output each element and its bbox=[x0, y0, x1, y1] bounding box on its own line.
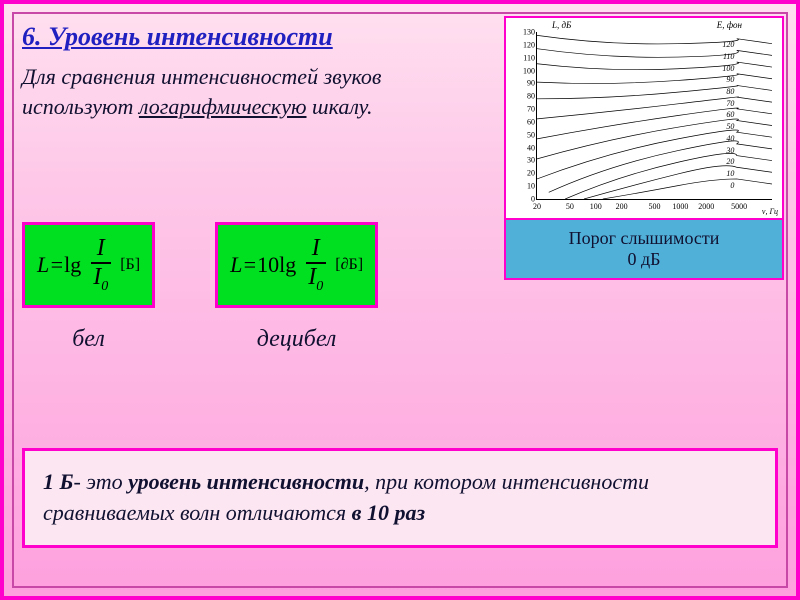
threshold-line1: Порог слышимости bbox=[518, 228, 770, 249]
intro-text: Для сравнения интенсивностей звуков испо… bbox=[22, 62, 492, 121]
curve-label: 90 bbox=[726, 75, 734, 84]
db-lhs: L= bbox=[230, 252, 257, 278]
bel-formula: L= lg I I0 [Б] bbox=[22, 222, 155, 308]
content-area: 6. Уровень интенсивности Для сравнения и… bbox=[22, 22, 778, 578]
curve-label: 20 bbox=[726, 157, 734, 166]
def-b2: уровень интенсивности bbox=[128, 469, 364, 494]
def-t1: - это bbox=[73, 469, 128, 494]
curve-label: 0 bbox=[730, 181, 734, 190]
y-tick: 80 bbox=[515, 92, 535, 101]
chart-plot-area: 1301201101009080706050403020100205010020… bbox=[536, 32, 772, 200]
x-tick: 50 bbox=[566, 202, 574, 211]
db-coef: 10 bbox=[257, 252, 279, 278]
db-label: децибел bbox=[257, 326, 337, 353]
y-tick: 20 bbox=[515, 169, 535, 178]
threshold-caption: Порог слышимости 0 дБ bbox=[506, 218, 782, 278]
curve-label: 10 bbox=[726, 169, 734, 178]
intro-part2: шкалу. bbox=[307, 94, 373, 119]
x-tick: 500 bbox=[649, 202, 661, 211]
y-tick: 70 bbox=[515, 105, 535, 114]
curve-label: 50 bbox=[726, 122, 734, 131]
x-tick: 100 bbox=[590, 202, 602, 211]
curve-label: 110 bbox=[723, 52, 734, 61]
bel-fraction: I I0 bbox=[87, 235, 114, 295]
db-num: I bbox=[306, 235, 326, 264]
bel-unit: [Б] bbox=[120, 256, 140, 274]
def-b1: 1 Б bbox=[43, 469, 73, 494]
loudness-chart: L, дБ E, фон 130120110100908070605040302… bbox=[506, 18, 782, 218]
bel-den: I0 bbox=[87, 264, 114, 295]
y-tick: 30 bbox=[515, 156, 535, 165]
y-tick: 40 bbox=[515, 143, 535, 152]
x-tick: 200 bbox=[616, 202, 628, 211]
db-den: I0 bbox=[302, 264, 329, 295]
slide-frame: 6. Уровень интенсивности Для сравнения и… bbox=[0, 0, 800, 600]
curve-label: 120 bbox=[722, 40, 734, 49]
db-formula: L= 10 lg I I0 [∂Б] bbox=[215, 222, 378, 308]
db-unit: [∂Б] bbox=[335, 256, 363, 274]
bel-op: lg bbox=[64, 252, 81, 278]
y-tick: 100 bbox=[515, 66, 535, 75]
y-tick: 10 bbox=[515, 182, 535, 191]
db-op: lg bbox=[279, 252, 296, 278]
curve-label: 100 bbox=[722, 64, 734, 73]
bel-num: I bbox=[91, 235, 111, 264]
y-tick: 130 bbox=[515, 28, 535, 37]
curve-label: 80 bbox=[726, 87, 734, 96]
loudness-chart-container: L, дБ E, фон 130120110100908070605040302… bbox=[504, 16, 784, 280]
y-tick: 0 bbox=[515, 195, 535, 204]
threshold-line2: 0 дБ bbox=[518, 249, 770, 270]
x-tick: 20 bbox=[533, 202, 541, 211]
y-axis-title: L, дБ bbox=[552, 20, 571, 30]
db-formula-group: L= 10 lg I I0 [∂Б] децибел bbox=[215, 222, 378, 353]
y-tick: 120 bbox=[515, 40, 535, 49]
x-tick: 1000 bbox=[672, 202, 688, 211]
curves-svg bbox=[537, 32, 772, 199]
curve-label: 40 bbox=[726, 134, 734, 143]
bel-label: бел bbox=[72, 326, 105, 353]
bel-formula-group: L= lg I I0 [Б] бел bbox=[22, 222, 155, 353]
bel-lhs: L= bbox=[37, 252, 64, 278]
curve-label: 60 bbox=[726, 110, 734, 119]
y-tick: 90 bbox=[515, 79, 535, 88]
y-tick: 50 bbox=[515, 130, 535, 139]
curve-label: 70 bbox=[726, 99, 734, 108]
phon-label: E, фон bbox=[717, 20, 742, 30]
curve-label: 30 bbox=[726, 146, 734, 155]
definition-box: 1 Б- это уровень интенсивности, при кото… bbox=[22, 448, 778, 548]
db-fraction: I I0 bbox=[302, 235, 329, 295]
intro-underlined: логарифмическую bbox=[139, 94, 307, 119]
x-axis-title: ν, Гц bbox=[762, 207, 778, 216]
y-tick: 110 bbox=[515, 53, 535, 62]
formula-row: L= lg I I0 [Б] бел L= 10 lg I I0 [∂Б] bbox=[22, 222, 378, 353]
def-b3: в 10 раз bbox=[352, 500, 425, 525]
y-tick: 60 bbox=[515, 117, 535, 126]
x-tick: 2000 bbox=[698, 202, 714, 211]
x-tick: 5000 bbox=[731, 202, 747, 211]
